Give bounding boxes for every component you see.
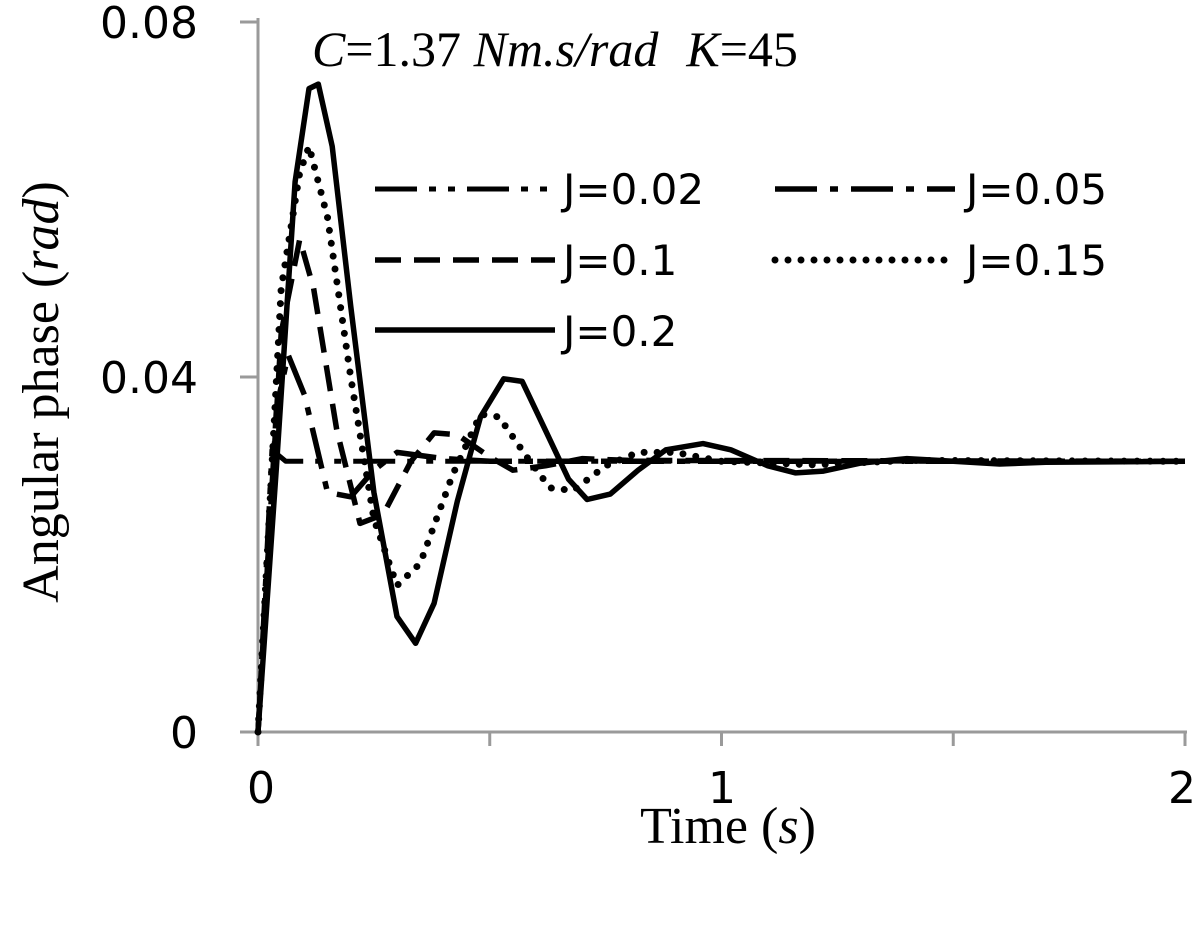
x-axis-title-unit: s bbox=[778, 798, 798, 855]
legend-label-j-0.2: J=0.2 bbox=[560, 307, 677, 356]
series-group bbox=[254, 81, 1189, 736]
series-line-j-0.2 bbox=[255, 81, 1186, 733]
legend: J=0.02 J=0.05 J=0.1 J=0.15 J=0.2 bbox=[375, 165, 1107, 356]
y-axis-title-close: ) bbox=[13, 181, 70, 198]
x-axis-title: Time (s) bbox=[640, 798, 816, 855]
y-axis-title-unit: rad bbox=[13, 197, 70, 270]
x-axis-title-text: Time ( bbox=[640, 798, 778, 855]
x-axis-title-close: ) bbox=[799, 798, 816, 855]
x-tick-label-2: 2 bbox=[1168, 763, 1196, 814]
tick-marks bbox=[240, 20, 1187, 746]
series-line-j-0.05 bbox=[255, 352, 1185, 733]
legend-label-j-0.02: J=0.02 bbox=[560, 165, 704, 214]
series-line-j-0.1 bbox=[255, 236, 1186, 733]
y-axis-title-text: Angular phase ( bbox=[13, 271, 70, 603]
x-tick-label-1: 1 bbox=[708, 763, 736, 814]
annotation-k-value: =45 bbox=[720, 21, 798, 77]
annotation-c-symbol: C bbox=[312, 21, 346, 77]
parameter-annotation: C=1.37 Nm.s/rad K=45 bbox=[312, 21, 798, 77]
annotation-k-symbol: K bbox=[685, 21, 722, 77]
y-tick-label-0.04: 0.04 bbox=[100, 353, 198, 404]
legend-label-j-0.1: J=0.1 bbox=[560, 236, 677, 285]
legend-label-j-0.15: J=0.15 bbox=[963, 236, 1107, 285]
annotation-c-value: =1.37 bbox=[345, 21, 473, 77]
annotation-c-unit: Nm.s/rad bbox=[473, 21, 660, 77]
legend-label-j-0.05: J=0.05 bbox=[963, 165, 1107, 214]
series-line-j-0.15 bbox=[254, 142, 1189, 736]
x-tick-label-0: 0 bbox=[247, 763, 275, 814]
y-axis-title: Angular phase (rad) bbox=[13, 181, 70, 603]
y-tick-label-0: 0 bbox=[170, 708, 198, 759]
y-tick-label-0.08: 0.08 bbox=[100, 0, 198, 49]
